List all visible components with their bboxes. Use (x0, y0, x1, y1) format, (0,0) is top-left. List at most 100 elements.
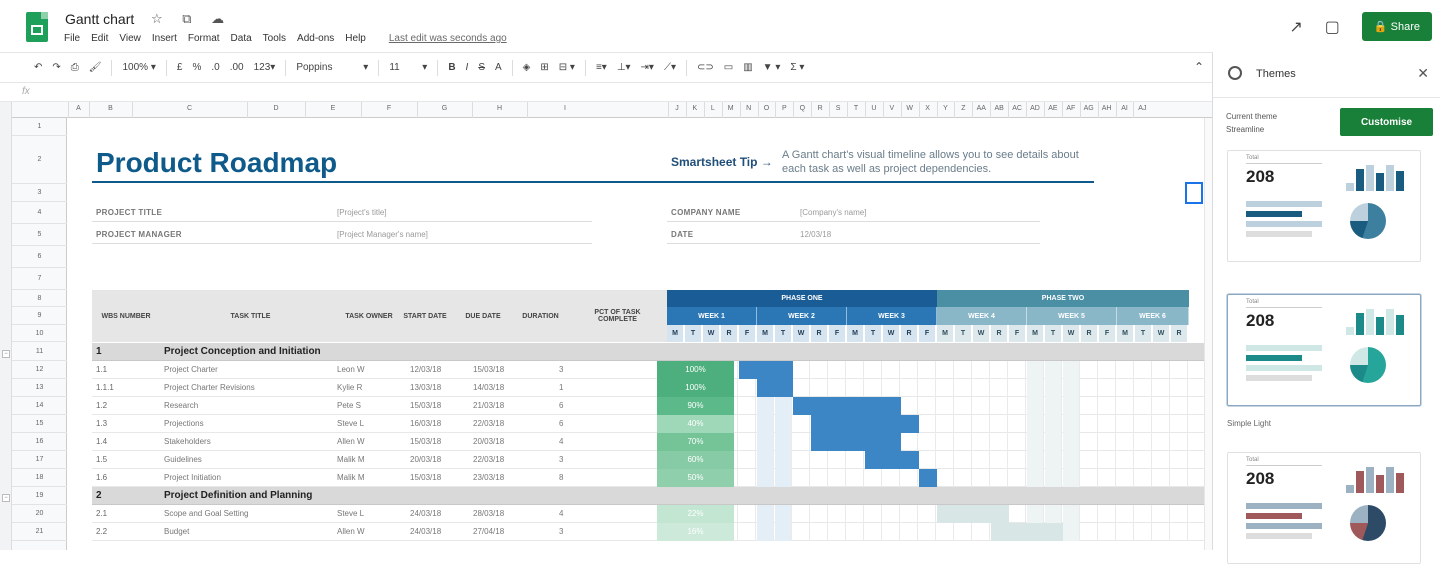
gantt-cell[interactable] (1081, 469, 1098, 487)
gantt-cell[interactable] (775, 397, 792, 415)
text-rotation-icon[interactable]: ⟋▾ (663, 62, 676, 73)
insert-link-icon[interactable]: ⊂⊃ (696, 62, 714, 73)
gantt-cell[interactable] (811, 451, 828, 469)
bold-icon[interactable]: B (448, 62, 456, 73)
gantt-bar[interactable] (811, 415, 919, 433)
increase-decimals-button[interactable]: .00 (229, 62, 244, 73)
duration-cell[interactable]: 6 (559, 401, 564, 410)
column-header[interactable]: N (746, 105, 752, 112)
start-date-cell[interactable]: 12/03/18 (410, 365, 442, 374)
column-divider[interactable] (1043, 102, 1045, 118)
gantt-cell[interactable] (793, 433, 810, 451)
gantt-cell[interactable] (865, 379, 882, 397)
gantt-cell[interactable] (1081, 505, 1098, 523)
gantt-cell[interactable] (721, 379, 738, 397)
gantt-cell[interactable] (1027, 379, 1044, 397)
gantt-cell[interactable] (955, 379, 972, 397)
font-size-select[interactable]: 11 ▾ (389, 62, 428, 73)
table-row[interactable]: 2.1 Scope and Goal Setting Steve L 24/03/18… (92, 505, 1204, 523)
task-owner-cell[interactable]: Allen W (337, 437, 365, 446)
share-button[interactable]: 🔒 Share (1361, 12, 1432, 41)
gantt-cell[interactable] (1099, 505, 1116, 523)
gantt-cell[interactable] (1153, 469, 1170, 487)
gantt-cell[interactable] (865, 523, 882, 541)
task-title-cell[interactable]: Budget (164, 527, 190, 536)
gantt-cell[interactable] (991, 415, 1008, 433)
wbs-cell[interactable]: 2.2 (96, 527, 108, 536)
start-date-cell[interactable]: 24/03/18 (410, 509, 442, 518)
row-header[interactable]: 13 (12, 379, 67, 397)
gantt-cell[interactable] (1171, 379, 1188, 397)
gantt-cell[interactable] (739, 397, 756, 415)
wbs-cell[interactable]: 1.3 (96, 419, 108, 428)
gantt-cell[interactable] (793, 523, 810, 541)
gantt-cell[interactable] (757, 469, 774, 487)
column-divider[interactable] (918, 102, 920, 118)
title-action-icons[interactable]: ☆ ⧉ ☁ (151, 11, 233, 26)
gantt-cell[interactable] (1009, 397, 1026, 415)
gantt-cell[interactable] (793, 451, 810, 469)
gantt-cell[interactable] (1153, 523, 1170, 541)
duration-cell[interactable]: 1 (559, 383, 564, 392)
gantt-cell[interactable] (1099, 397, 1116, 415)
text-wrap-icon[interactable]: ⇥▾ (640, 62, 654, 73)
borders-icon[interactable]: ⊞ (540, 62, 549, 73)
gantt-cell[interactable] (757, 523, 774, 541)
gantt-cell[interactable] (1027, 415, 1044, 433)
column-header[interactable]: C (186, 105, 193, 112)
pct-complete-cell[interactable]: 90% (657, 397, 734, 415)
gantt-cell[interactable] (1135, 469, 1152, 487)
column-header[interactable]: AH (1101, 105, 1112, 112)
column-header[interactable]: A (76, 105, 81, 112)
gantt-cell[interactable] (1045, 505, 1062, 523)
gantt-cell[interactable] (739, 469, 756, 487)
column-header[interactable]: U (871, 105, 877, 112)
column-divider[interactable] (1061, 102, 1063, 118)
gantt-cell[interactable] (811, 505, 828, 523)
gantt-cell[interactable] (1081, 415, 1098, 433)
section-row[interactable]: 1 Project Conception and Initiation (92, 343, 1204, 361)
gantt-cell[interactable] (955, 469, 972, 487)
column-divider[interactable] (811, 102, 813, 118)
print-icon[interactable]: ⎙ (70, 62, 79, 73)
gantt-cell[interactable] (919, 397, 936, 415)
column-divider[interactable] (829, 102, 831, 118)
gantt-cell[interactable] (1153, 505, 1170, 523)
menu-view[interactable]: View (119, 33, 141, 44)
gantt-cell[interactable] (757, 397, 774, 415)
collapse-toolbar-icon[interactable]: ⌃ (1193, 60, 1204, 74)
gantt-cell[interactable] (973, 397, 990, 415)
duration-cell[interactable]: 3 (559, 527, 564, 536)
menu-format[interactable]: Format (187, 33, 220, 44)
column-divider[interactable] (305, 102, 306, 118)
fill-color-icon[interactable]: ◈ (522, 62, 531, 73)
column-header[interactable]: V (889, 105, 895, 112)
gantt-cell[interactable] (1099, 433, 1116, 451)
collapse-group-icon[interactable]: − (2, 350, 10, 358)
column-header[interactable]: E (330, 105, 336, 112)
gantt-cell[interactable] (883, 523, 900, 541)
task-owner-cell[interactable]: Steve L (337, 509, 365, 518)
table-row[interactable]: 1.4 Stakeholders Allen W 15/03/18 20/03/18 4 7… (92, 433, 1204, 451)
wbs-cell[interactable]: 1.4 (96, 437, 108, 446)
gantt-cell[interactable] (865, 469, 882, 487)
gantt-bar[interactable] (811, 433, 901, 451)
row-header[interactable]: 18 (12, 469, 67, 487)
due-date-cell[interactable]: 22/03/18 (473, 419, 505, 428)
row-header[interactable]: 8 (12, 290, 67, 307)
due-date-cell[interactable]: 14/03/18 (473, 383, 505, 392)
gantt-cell[interactable] (1171, 415, 1188, 433)
gantt-cell[interactable] (1099, 379, 1116, 397)
task-owner-cell[interactable]: Malik M (337, 455, 365, 464)
pct-complete-cell[interactable]: 100% (657, 379, 734, 397)
gantt-cell[interactable] (1081, 523, 1098, 541)
gantt-cell[interactable] (1153, 433, 1170, 451)
gantt-cell[interactable] (1063, 469, 1080, 487)
column-header[interactable]: AI (1121, 105, 1128, 112)
gantt-cell[interactable] (1045, 433, 1062, 451)
gantt-cell[interactable] (1081, 433, 1098, 451)
gantt-cell[interactable] (955, 451, 972, 469)
gantt-bar[interactable] (865, 451, 919, 469)
gantt-cell[interactable] (793, 361, 810, 379)
gantt-cell[interactable] (775, 523, 792, 541)
